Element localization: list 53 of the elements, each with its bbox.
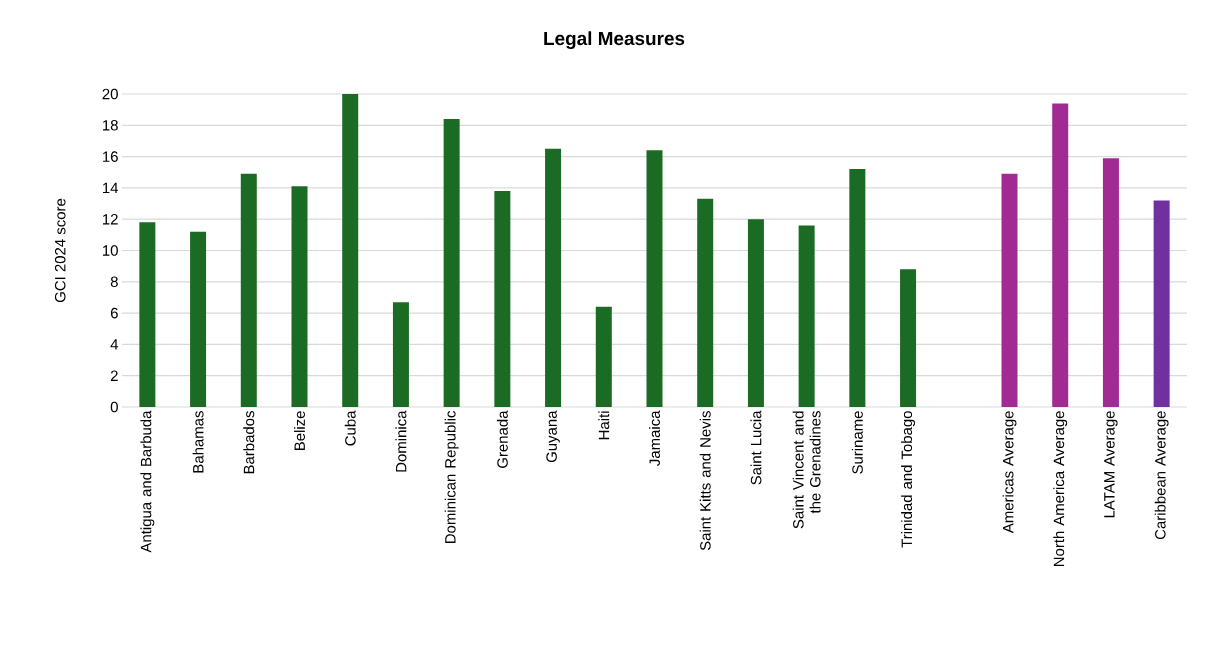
bar [798,225,815,407]
x-tick-label: Haiti [598,411,610,440]
bar [545,148,562,407]
x-tick-label: Saint Kitts and Nevis [699,411,711,551]
bar [646,150,663,407]
x-tick-label: Dominica [395,410,407,472]
bar [747,219,764,407]
x-tick-label: LATAM Average [1104,411,1118,518]
bar [849,169,866,407]
y-tick-label: 16 [103,151,118,162]
bar [342,94,359,407]
bar [1052,103,1069,407]
x-tick-label: Jamaica [649,410,660,466]
y-tick-label: 8 [110,276,118,288]
bar [1001,173,1018,407]
x-tick-label: Barbados [243,411,255,474]
y-tick-label: 2 [110,370,118,381]
x-tick-label: Guyana [546,410,560,463]
x-tick-label: Cuba [344,410,356,446]
bar [900,269,917,407]
x-tick-label: Saint Lucia [750,410,762,485]
y-tick-label: 4 [110,339,119,350]
y-tick-label: 6 [110,307,118,319]
bar [595,306,612,407]
x-tick-label: Antigua and Barbuda [140,410,155,553]
x-tick-label: Trinidad and Tobago [901,411,916,548]
y-tick-label: 12 [103,213,118,225]
bar [1153,200,1170,407]
y-tick-label: 14 [103,182,119,194]
y-tick-label: 18 [103,120,118,131]
bar [190,231,207,407]
x-tick-label: Suriname [851,411,863,474]
bar [494,191,511,407]
chart-title: Legal Measures [544,31,685,49]
bar [1102,158,1119,407]
x-tick-label: Dominican Republic [444,410,459,544]
bar [392,302,409,407]
x-tick-label: Americas Average [1002,411,1017,534]
y-axis-title: GCI 2024 score [54,198,66,303]
x-tick-label: Saint Vincent and the Grenadines [792,411,821,529]
bar [697,198,714,407]
y-tick-label: 20 [102,88,118,100]
x-tick-label: North America Average [1053,411,1068,566]
bar [139,222,156,407]
x-tick-label: Caribbean Average [1154,411,1169,540]
x-tick-label: Grenada [496,410,508,468]
x-tick-label: Belize [294,411,305,451]
x-tick-label: Bahamas [192,411,204,473]
bar [443,119,460,407]
y-tick-label: 0 [110,401,118,413]
bar [291,186,308,407]
bar [240,173,257,407]
y-tick-label: 10 [103,245,118,256]
